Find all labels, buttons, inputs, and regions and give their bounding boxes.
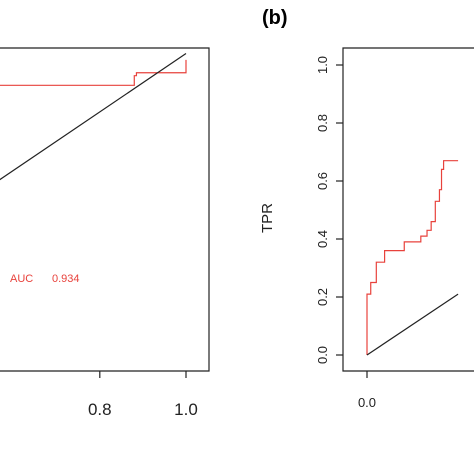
panel-a-x-tick-label: 1.0	[174, 400, 198, 419]
panel-a-x-axis: 0.8 1.0	[88, 371, 198, 419]
panel-b-y-tick-label: 0.6	[315, 172, 330, 190]
panel-b-y-tick-label: 1.0	[315, 56, 330, 74]
panel-b-x-axis: 0.0	[358, 371, 376, 410]
panel-b-y-tick-label: 0.4	[315, 230, 330, 248]
roc-panel-b: (b) 0.0 0.2 0.4 0.6 0.8 1.0 0.0 TPR	[259, 7, 474, 410]
panel-b-y-tick-label: 0.8	[315, 114, 330, 132]
panel-a-plot-frame	[0, 47, 210, 372]
roc-panel-a: 0.8 1.0 AUC 0.934	[0, 47, 210, 419]
panel-a-x-tick-label: 0.8	[88, 400, 112, 419]
panel-b-roc-curve	[366, 160, 459, 355]
panel-b-plot-frame	[342, 47, 474, 372]
panel-a-chance-diagonal	[0, 53, 187, 181]
panel-b-x-tick-label: 0.0	[358, 395, 376, 410]
panel-b-label: (b)	[262, 7, 288, 29]
panel-a-roc-curve	[0, 59, 187, 86]
panel-b-series-group	[366, 160, 459, 356]
panel-b-y-tick-label: 0.0	[315, 346, 330, 364]
panel-b-y-axis-title: TPR	[259, 203, 276, 233]
panel-a-auc-value: 0.934	[52, 273, 80, 285]
panel-a-series-group	[0, 53, 187, 181]
panel-a-auc-label: AUC	[10, 273, 33, 285]
panel-b-y-tick-label: 0.2	[315, 288, 330, 306]
panel-b-chance-diagonal	[366, 293, 459, 356]
panel-b-y-axis: 0.0 0.2 0.4 0.6 0.8 1.0	[315, 56, 343, 364]
